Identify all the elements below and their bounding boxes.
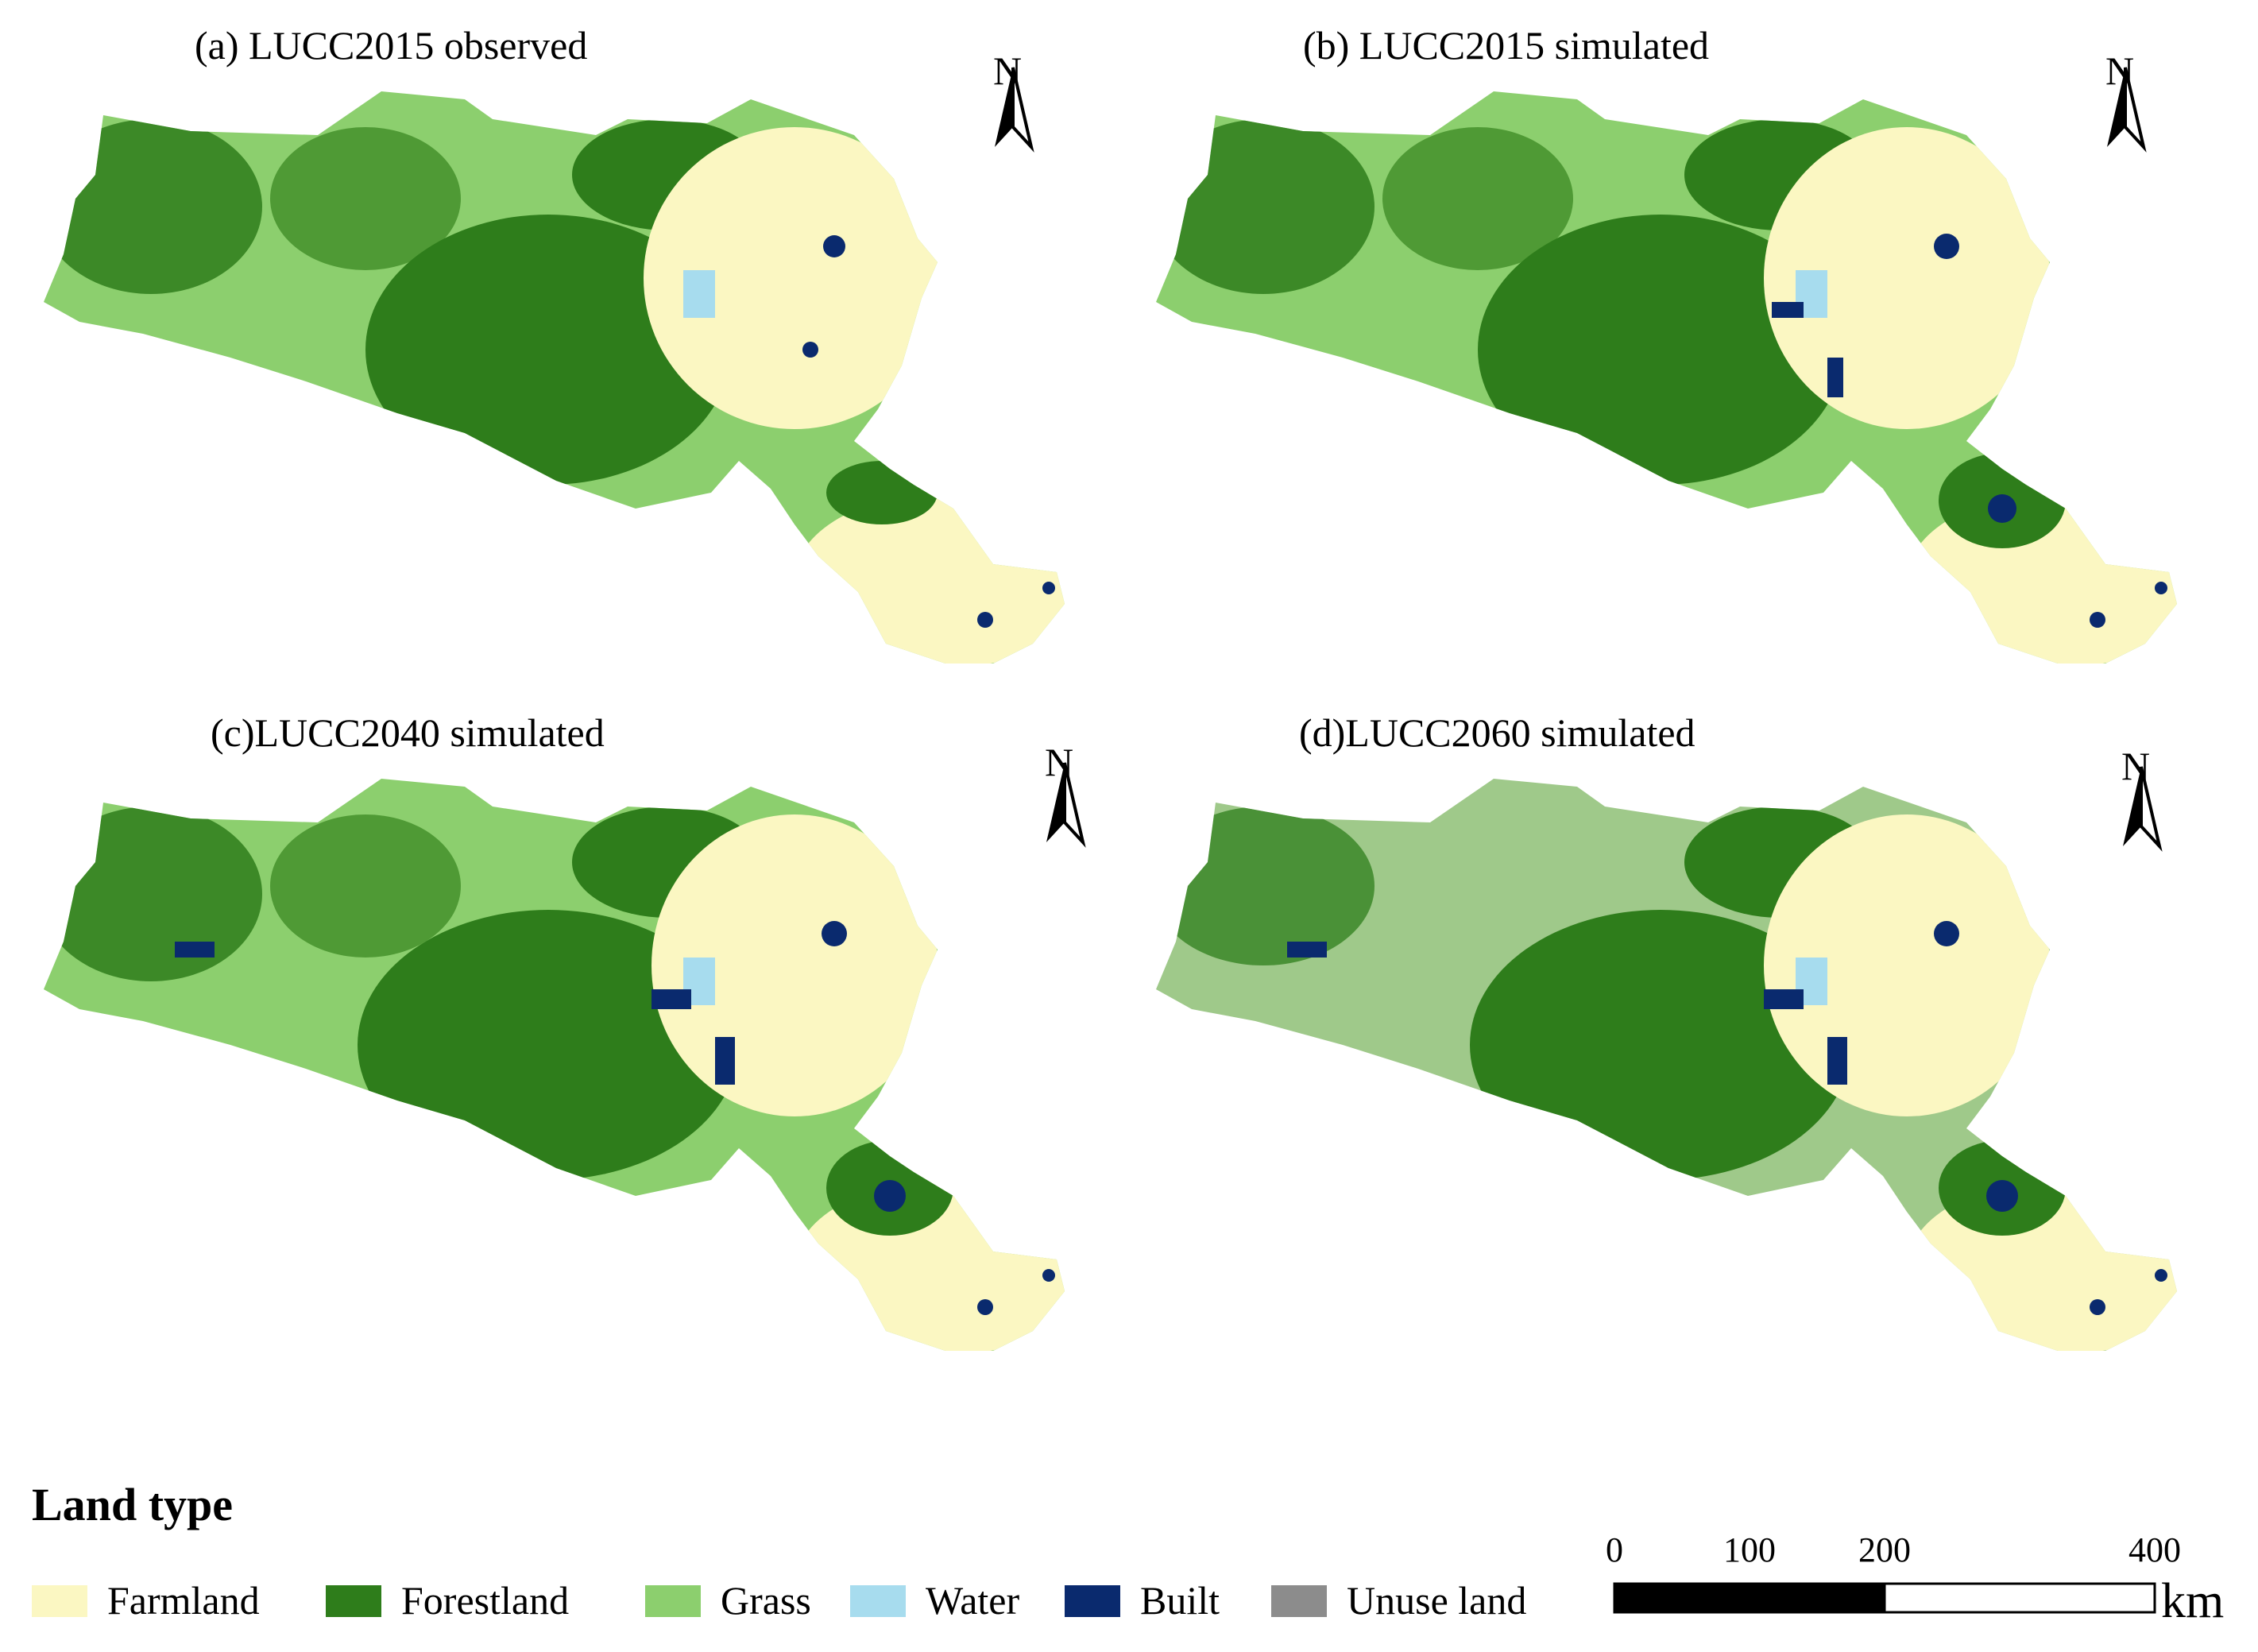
scale-bar-graphic (1613, 1582, 2156, 1614)
legend-label: Grass (721, 1578, 811, 1623)
swatch-forestland (326, 1585, 381, 1617)
map-a-svg (44, 67, 1065, 664)
north-label: N (1045, 740, 1074, 784)
north-arrow (2123, 766, 2163, 852)
map-panel-d: (d)LUCC2060 simulated N (1144, 703, 2258, 1387)
north-label: N (2105, 48, 2135, 93)
map-d-svg (1156, 766, 2177, 1351)
scale-segment-filled (1613, 1582, 1886, 1614)
legend-label: Unuse land (1347, 1578, 1527, 1623)
legend-title: Land type (32, 1479, 234, 1530)
map-panel-b: (b) LUCC2015 simulated N (1144, 16, 2258, 699)
swatch-built (1065, 1585, 1120, 1617)
north-arrow (2107, 67, 2147, 153)
north-label: N (2121, 744, 2151, 788)
scale-tick-200: 200 (1858, 1530, 1911, 1569)
scale-tick-400: 400 (2128, 1530, 2181, 1569)
legend-label: Built (1140, 1578, 1220, 1623)
swatch-water (850, 1585, 906, 1617)
map-panel-c: (c)LUCC2040 simulated N (32, 703, 1152, 1387)
map-c-svg (44, 762, 1086, 1351)
scale-segment-empty (1883, 1582, 2156, 1614)
panel-title-d: (d)LUCC2060 simulated (1299, 710, 1695, 755)
legend-label: Water (926, 1578, 1020, 1623)
legend-label: Forestland (401, 1578, 570, 1623)
swatch-grass (645, 1585, 701, 1617)
legend-label: Farmland (107, 1578, 260, 1623)
scale-bar: 0 100 200 400 km (1605, 1530, 2248, 1633)
scale-tick-0: 0 (1606, 1530, 1623, 1569)
panel-title-b: (b) LUCC2015 simulated (1303, 23, 1710, 68)
map-b-svg (1156, 67, 2177, 664)
north-arrow (1046, 762, 1086, 848)
legend: Land type Farmland Forestland Grass Wate… (32, 1478, 1621, 1637)
north-label: N (993, 48, 1023, 93)
map-panel-a: (a) LUCC2015 observed N (32, 16, 1152, 699)
scale-tick-100: 100 (1723, 1530, 1776, 1569)
panel-title-a: (a) LUCC2015 observed (195, 23, 588, 68)
swatch-unuse-land (1271, 1585, 1327, 1617)
scale-unit: km (2161, 1574, 2225, 1628)
panel-title-c: (c)LUCC2040 simulated (211, 710, 605, 755)
north-arrow (995, 67, 1034, 153)
swatch-farmland (32, 1585, 87, 1617)
